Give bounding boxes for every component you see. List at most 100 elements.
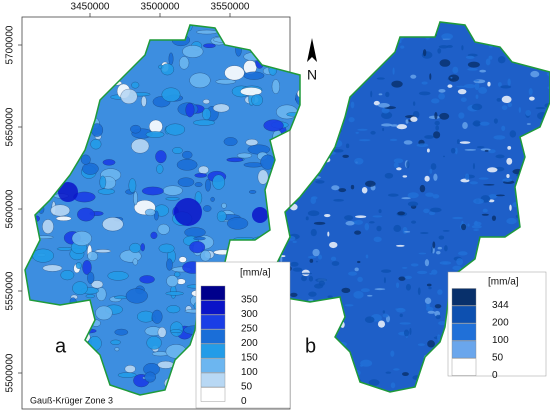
- raster-patch: [370, 131, 375, 135]
- raster-patch: [433, 131, 440, 138]
- legend-label: 344: [492, 300, 509, 311]
- raster-patch: [516, 214, 526, 219]
- raster-patch: [195, 173, 207, 177]
- raster-patch: [133, 191, 137, 205]
- raster-patch: [341, 30, 350, 32]
- raster-patch: [529, 97, 535, 101]
- raster-patch: [417, 271, 427, 274]
- raster-patch: [344, 215, 353, 220]
- raster-patch: [268, 236, 277, 239]
- raster-patch: [509, 205, 511, 211]
- raster-patch: [425, 259, 429, 266]
- raster-patch: [169, 53, 173, 65]
- raster-patch: [314, 381, 324, 386]
- raster-patch: [163, 186, 183, 196]
- raster-patch: [427, 340, 435, 347]
- raster-patch: [301, 58, 304, 65]
- legend-label: 350: [241, 295, 258, 306]
- raster-patch: [331, 257, 336, 261]
- raster-patch: [333, 149, 343, 152]
- raster-patch: [529, 88, 533, 95]
- raster-patch: [430, 17, 435, 21]
- raster-patch: [290, 293, 298, 297]
- raster-patch: [541, 44, 550, 49]
- raster-patch: [43, 325, 54, 330]
- raster-patch: [448, 380, 454, 387]
- raster-patch: [524, 249, 531, 253]
- raster-patch: [431, 270, 437, 275]
- raster-patch: [30, 23, 40, 28]
- raster-patch: [249, 190, 256, 193]
- legend-swatch: [201, 344, 225, 358]
- raster-patch: [417, 143, 429, 147]
- raster-patch: [400, 46, 404, 49]
- raster-patch: [285, 50, 288, 55]
- raster-patch: [290, 64, 298, 70]
- raster-patch: [33, 164, 38, 178]
- raster-patch: [406, 161, 409, 168]
- raster-patch: [145, 372, 156, 382]
- raster-patch: [390, 139, 398, 141]
- raster-patch: [537, 188, 539, 191]
- raster-patch: [345, 304, 354, 306]
- raster-patch: [178, 178, 194, 187]
- raster-patch: [435, 125, 439, 131]
- raster-patch: [133, 30, 152, 42]
- raster-patch: [482, 214, 489, 216]
- raster-patch: [430, 208, 442, 213]
- raster-patch: [327, 232, 329, 237]
- raster-patch: [432, 241, 435, 248]
- raster-patch: [467, 223, 469, 226]
- raster-patch: [497, 98, 502, 102]
- raster-patch: [48, 84, 56, 88]
- raster-patch: [456, 258, 463, 265]
- raster-patch: [492, 268, 501, 271]
- raster-patch: [308, 299, 313, 301]
- raster-patch: [441, 19, 453, 22]
- raster-patch: [513, 383, 517, 387]
- raster-patch: [323, 17, 326, 19]
- raster-patch: [360, 364, 363, 366]
- raster-patch: [464, 84, 476, 88]
- raster-patch: [299, 325, 303, 328]
- raster-patch: [172, 147, 182, 154]
- raster-patch: [56, 49, 62, 53]
- raster-patch: [435, 121, 440, 125]
- raster-patch: [318, 255, 322, 260]
- raster-patch: [538, 45, 548, 47]
- raster-patch: [114, 296, 127, 299]
- raster-patch: [406, 284, 411, 291]
- raster-patch: [365, 181, 376, 187]
- raster-patch: [242, 19, 248, 29]
- raster-patch: [100, 176, 106, 189]
- raster-patch: [399, 30, 408, 37]
- raster-patch: [248, 145, 270, 154]
- raster-patch: [60, 308, 78, 314]
- raster-patch: [404, 33, 415, 36]
- raster-patch: [423, 389, 428, 396]
- raster-patch: [370, 91, 372, 97]
- raster-patch: [546, 279, 550, 284]
- raster-patch: [508, 79, 511, 86]
- raster-patch: [443, 230, 450, 232]
- raster-patch: [33, 110, 40, 117]
- raster-patch: [37, 48, 52, 57]
- raster-patch: [62, 357, 79, 362]
- raster-patch: [31, 98, 51, 103]
- raster-patch: [481, 254, 484, 256]
- raster-patch: [77, 63, 87, 74]
- raster-patch: [130, 125, 141, 133]
- raster-patch: [438, 93, 445, 99]
- raster-patch: [167, 305, 180, 313]
- raster-patch: [535, 107, 545, 109]
- raster-patch: [340, 60, 343, 65]
- raster-patch: [523, 172, 526, 174]
- raster-patch: [507, 146, 511, 150]
- raster-patch: [158, 361, 174, 368]
- raster-patch: [332, 261, 340, 266]
- raster-patch: [351, 101, 355, 108]
- raster-patch: [292, 126, 301, 131]
- raster-patch: [476, 95, 479, 99]
- raster-patch: [378, 103, 390, 108]
- raster-patch: [301, 275, 307, 281]
